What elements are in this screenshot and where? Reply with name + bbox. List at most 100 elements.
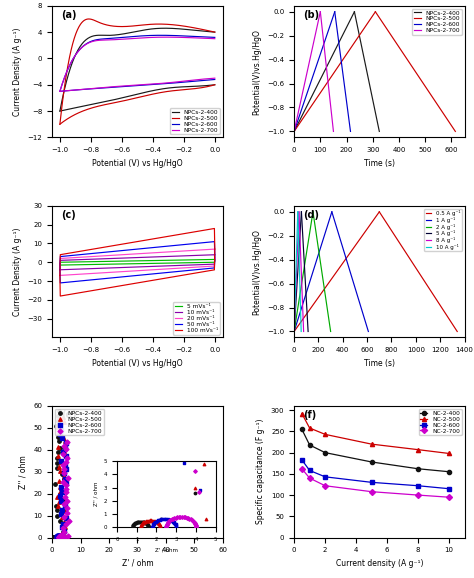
NPCs-2-600: [62, 464, 70, 473]
NPCs-2-700: [76, 47, 82, 54]
NPCs-2-600: [158, 32, 164, 39]
NPCs-2-400: [51, 532, 59, 542]
NPCs-2-600: [62, 474, 69, 483]
NPCs-2-500: [52, 532, 60, 542]
X-axis label: Potential (V) vs Hg/HgO: Potential (V) vs Hg/HgO: [92, 359, 182, 368]
NPCs-2-700: [58, 531, 65, 540]
NPCs-2-500: [76, 24, 82, 31]
NC-2-700: [446, 494, 452, 501]
NC-2-400: [369, 458, 374, 465]
NPCs-2-400: [118, 31, 124, 38]
NPCs-2-500: [56, 487, 64, 497]
NPCs-2-600: [54, 533, 61, 542]
NPCs-2-500: [170, 21, 176, 28]
NPCs-2-500: [55, 451, 62, 461]
NC-2-500: [307, 424, 312, 431]
NPCs-2-700: [64, 473, 72, 483]
NPCs-2-600: [60, 527, 68, 536]
NPCs-2-700: [57, 88, 63, 95]
NPCs-2-500: [58, 512, 66, 521]
NPCs-2-400: [212, 29, 218, 36]
NPCs-2-700: [59, 532, 67, 542]
NPCs-2-500: [55, 533, 62, 542]
NPCs-2-400: [56, 516, 64, 525]
Line: NPCs-2-600: NPCs-2-600: [60, 35, 215, 91]
NPCs-2-700: [60, 532, 67, 542]
Legend: 0.5 A g⁻¹, 1 A g⁻¹, 2 A g⁻¹, 5 A g⁻¹, 8 A g⁻¹, 10 A g⁻¹: 0.5 A g⁻¹, 1 A g⁻¹, 2 A g⁻¹, 5 A g⁻¹, 8 …: [424, 209, 462, 251]
NPCs-2-400: [53, 458, 61, 468]
NPCs-2-600: [62, 443, 69, 453]
NPCs-2-500: [55, 532, 62, 542]
NPCs-2-600: [55, 532, 63, 541]
Line: NC-2-400: NC-2-400: [300, 427, 451, 474]
NPCs-2-700: [55, 533, 63, 542]
5 mVs⁻¹: [108, 258, 113, 265]
NPCs-2-400: [55, 437, 63, 446]
NPCs-2-500: [61, 506, 68, 516]
NPCs-2-500: [54, 532, 61, 541]
NPCs-2-700: [64, 503, 71, 513]
Line: 100 mVs⁻¹: 100 mVs⁻¹: [60, 228, 215, 276]
100 mVs⁻¹: [108, 243, 113, 250]
Line: NPCs-2-500: NPCs-2-500: [60, 19, 215, 124]
NPCs-2-600: [57, 532, 64, 542]
NPCs-2-600: [57, 88, 63, 95]
NC-2-400: [307, 442, 312, 449]
NPCs-2-600: [54, 532, 61, 542]
NPCs-2-400: [52, 532, 59, 542]
NPCs-2-700: [212, 35, 218, 42]
Y-axis label: Potential(V)vs.Hg/HgO: Potential(V)vs.Hg/HgO: [253, 229, 262, 314]
100 mVs⁻¹: [211, 225, 217, 232]
NPCs-2-500: [86, 16, 91, 23]
NPCs-2-400: [53, 532, 60, 542]
NPCs-2-600: [55, 532, 63, 541]
NPCs-2-400: [53, 454, 61, 463]
Text: (b): (b): [302, 10, 319, 20]
NPCs-2-600: [108, 35, 113, 42]
NPCs-2-500: [52, 533, 59, 542]
NPCs-2-400: [51, 532, 59, 542]
NPCs-2-500: [53, 532, 60, 541]
NPCs-2-400: [53, 532, 60, 542]
NPCs-2-400: [155, 25, 160, 32]
NPCs-2-600: [118, 34, 124, 41]
Text: (e): (e): [61, 410, 76, 420]
NPCs-2-400: [56, 490, 64, 499]
NPCs-2-700: [155, 34, 160, 40]
NPCs-2-600: [56, 532, 64, 541]
NPCs-2-600: [57, 509, 65, 518]
NPCs-2-400: [53, 532, 60, 542]
NPCs-2-700: [58, 531, 65, 540]
NC-2-600: [415, 482, 421, 489]
10 mVs⁻¹: [155, 253, 160, 260]
NPCs-2-700: [56, 532, 64, 542]
NC-2-500: [322, 431, 328, 438]
Y-axis label: Current Density (A g⁻¹): Current Density (A g⁻¹): [13, 227, 22, 316]
X-axis label: Current density (A g⁻¹): Current density (A g⁻¹): [336, 559, 423, 568]
NPCs-2-500: [53, 532, 61, 541]
NPCs-2-600: [57, 533, 64, 542]
NPCs-2-400: [53, 533, 60, 542]
NC-2-500: [446, 450, 452, 457]
5 mVs⁻¹: [211, 256, 217, 263]
5 mVs⁻¹: [169, 257, 174, 264]
NPCs-2-700: [56, 531, 64, 540]
NPCs-2-400: [60, 475, 67, 484]
NPCs-2-400: [76, 46, 82, 53]
100 mVs⁻¹: [57, 272, 63, 279]
NPCs-2-600: [56, 532, 64, 541]
NPCs-2-500: [53, 532, 60, 541]
NPCs-2-700: [56, 532, 64, 541]
NPCs-2-400: [55, 411, 62, 420]
NPCs-2-600: [54, 532, 62, 541]
X-axis label: Time (s): Time (s): [364, 359, 395, 368]
NPCs-2-400: [169, 25, 175, 32]
NPCs-2-400: [52, 532, 60, 542]
NPCs-2-700: [56, 532, 64, 541]
5 mVs⁻¹: [76, 258, 82, 265]
NC-2-700: [415, 492, 421, 499]
NPCs-2-700: [60, 441, 68, 450]
NPCs-2-700: [63, 484, 70, 494]
50 mVs⁻¹: [76, 251, 82, 258]
NPCs-2-600: [57, 496, 65, 505]
